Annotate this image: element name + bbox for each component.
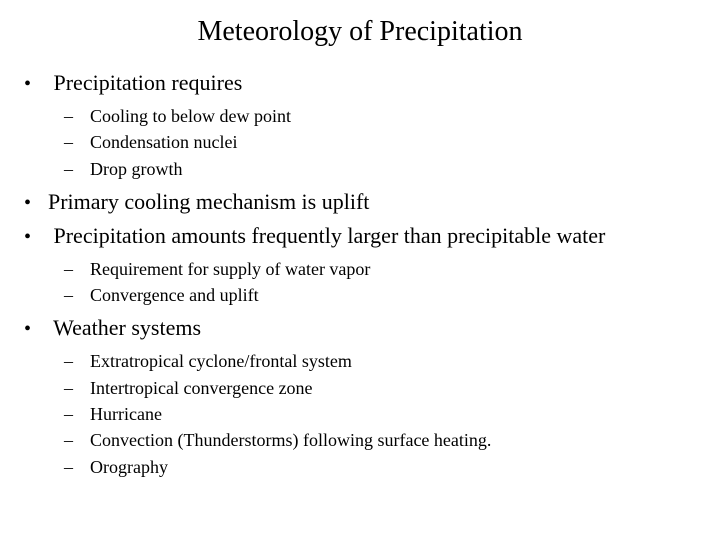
sub-bullet-item: Convergence and uplift [90,283,720,307]
bullet-list-level1: Precipitation requires Cooling to below … [0,68,720,479]
sub-bullet-item: Intertropical convergence zone [90,376,720,400]
sub-bullet-item: Convection (Thunderstorms) following sur… [90,428,720,452]
bullet-text: Weather systems [53,315,201,340]
sub-bullet-item: Requirement for supply of water vapor [90,257,720,281]
bullet-text: Precipitation requires [54,70,243,95]
bullet-item: Primary cooling mechanism is uplift [48,187,720,217]
sub-bullet-item: Drop growth [90,157,720,181]
bullet-list-level2: Cooling to below dew point Condensation … [48,104,720,181]
sub-bullet-item: Hurricane [90,402,720,426]
slide-title: Meteorology of Precipitation [0,16,720,48]
sub-bullet-item: Orography [90,455,720,479]
bullet-text: Precipitation amounts frequently larger … [54,223,606,248]
bullet-list-level2: Requirement for supply of water vapor Co… [48,257,720,308]
sub-bullet-item: Extratropical cyclone/frontal system [90,349,720,373]
sub-bullet-item: Cooling to below dew point [90,104,720,128]
bullet-list-level2: Extratropical cyclone/frontal system Int… [48,349,720,478]
bullet-item: Weather systems Extratropical cyclone/fr… [48,313,720,478]
bullet-item: Precipitation requires Cooling to below … [48,68,720,181]
sub-bullet-item: Condensation nuclei [90,130,720,154]
bullet-item: Precipitation amounts frequently larger … [48,221,720,308]
